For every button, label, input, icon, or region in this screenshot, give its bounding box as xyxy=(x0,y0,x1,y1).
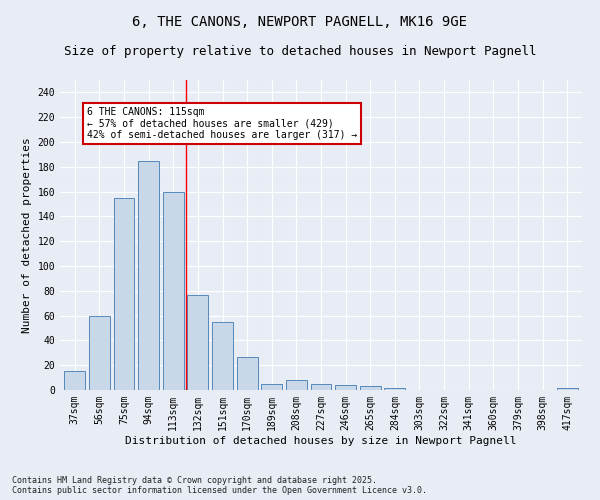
Bar xyxy=(335,385,356,390)
Text: 6 THE CANONS: 115sqm
← 57% of detached houses are smaller (429)
42% of semi-deta: 6 THE CANONS: 115sqm ← 57% of detached h… xyxy=(87,108,358,140)
Bar xyxy=(163,192,184,390)
Text: Size of property relative to detached houses in Newport Pagnell: Size of property relative to detached ho… xyxy=(64,45,536,58)
Bar xyxy=(236,356,257,390)
Bar xyxy=(311,384,331,390)
Bar xyxy=(385,388,406,390)
Bar xyxy=(286,380,307,390)
Bar xyxy=(138,160,159,390)
Bar xyxy=(89,316,110,390)
Bar xyxy=(187,294,208,390)
Y-axis label: Number of detached properties: Number of detached properties xyxy=(22,137,32,333)
Bar xyxy=(212,322,233,390)
Text: 6, THE CANONS, NEWPORT PAGNELL, MK16 9GE: 6, THE CANONS, NEWPORT PAGNELL, MK16 9GE xyxy=(133,15,467,29)
Bar xyxy=(557,388,578,390)
Bar xyxy=(113,198,134,390)
Bar xyxy=(360,386,381,390)
X-axis label: Distribution of detached houses by size in Newport Pagnell: Distribution of detached houses by size … xyxy=(125,436,517,446)
Text: Contains HM Land Registry data © Crown copyright and database right 2025.
Contai: Contains HM Land Registry data © Crown c… xyxy=(12,476,427,495)
Bar xyxy=(64,372,85,390)
Bar xyxy=(261,384,282,390)
